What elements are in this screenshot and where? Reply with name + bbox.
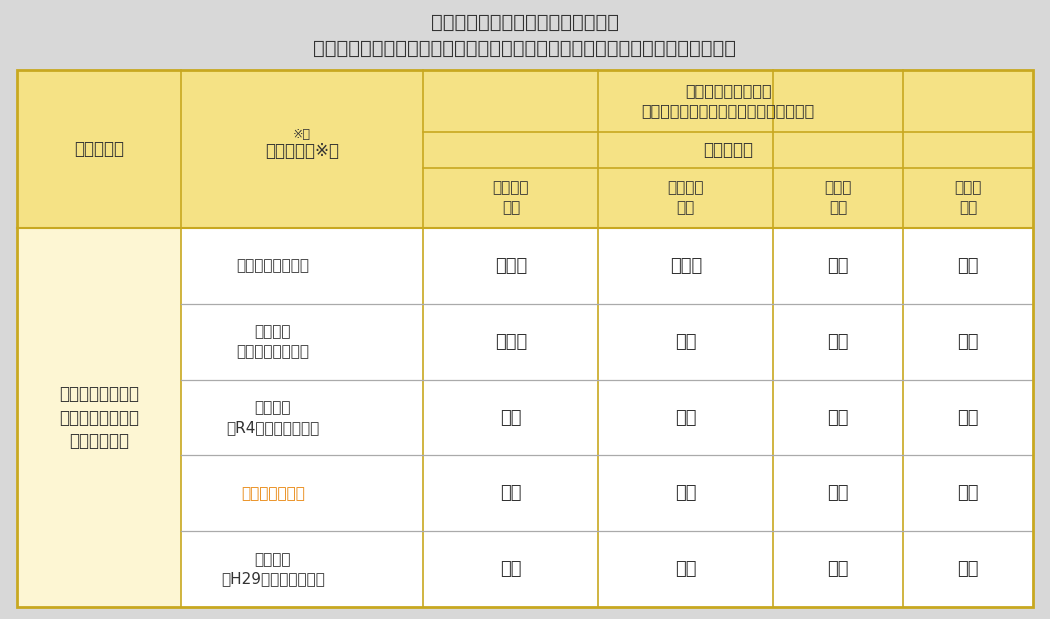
- Bar: [598, 531, 774, 607]
- Text: ６％: ６％: [675, 409, 696, 426]
- Text: くるみん
（H29改正前マーク）: くるみん （H29改正前マーク）: [220, 552, 324, 586]
- Bar: [423, 228, 598, 304]
- Text: １０％: １０％: [670, 257, 702, 275]
- Bar: [598, 228, 774, 304]
- Bar: [17, 70, 181, 228]
- Text: ３％: ３％: [958, 409, 979, 426]
- Bar: [903, 168, 1033, 228]
- Bar: [181, 228, 423, 304]
- Bar: [774, 304, 903, 379]
- Text: ６％: ６％: [500, 484, 522, 502]
- Text: ２％: ２％: [958, 560, 979, 578]
- Bar: [181, 70, 423, 228]
- Text: ５％: ５％: [958, 257, 979, 275]
- Bar: [598, 304, 774, 379]
- Text: ７％: ７％: [500, 409, 522, 426]
- Text: くるみん
（R4改正前マーク）: くるみん （R4改正前マーク）: [227, 400, 319, 435]
- Text: ＜配点例＞: ＜配点例＞: [704, 141, 753, 159]
- Bar: [423, 70, 1033, 132]
- Text: １２％: １２％: [495, 257, 527, 275]
- Text: ４％: ４％: [958, 332, 979, 351]
- Text: ※３: ※３: [293, 128, 311, 141]
- Text: ５％の
場合: ５％の 場合: [954, 181, 982, 215]
- Bar: [903, 531, 1033, 607]
- Text: ３％: ３％: [958, 484, 979, 502]
- Text: トライくるみん: トライくるみん: [242, 486, 304, 501]
- Text: ４％: ４％: [827, 409, 849, 426]
- Bar: [17, 70, 1033, 607]
- Bar: [774, 379, 903, 456]
- Text: ３％: ３％: [827, 560, 849, 578]
- Bar: [598, 379, 774, 456]
- Text: ５％: ５％: [500, 560, 522, 578]
- Bar: [774, 168, 903, 228]
- Text: くるみん
（現在のマーク）: くるみん （現在のマーク）: [236, 324, 310, 359]
- Text: 総配点に占める割合
（評価の相対的な重要度等に応じ配点）: 総配点に占める割合 （評価の相対的な重要度等に応じ配点）: [642, 84, 815, 118]
- Text: １０％の
場合: １０％の 場合: [668, 181, 705, 215]
- Bar: [774, 456, 903, 531]
- Bar: [903, 379, 1033, 456]
- Text: （くるみん認定企業・プラチナくるみん認定企業・トライくるみん認定企業分）: （くるみん認定企業・プラチナくるみん認定企業・トライくるみん認定企業分）: [314, 38, 736, 58]
- Bar: [903, 304, 1033, 379]
- Bar: [423, 531, 598, 607]
- Bar: [181, 531, 423, 607]
- Text: １０％: １０％: [495, 332, 527, 351]
- Bar: [181, 379, 423, 456]
- Bar: [423, 132, 1033, 168]
- Bar: [774, 228, 903, 304]
- Text: ６％: ６％: [827, 332, 849, 351]
- Bar: [423, 456, 598, 531]
- Bar: [423, 168, 598, 228]
- Text: ＜内閣府が示している参考配点例＞: ＜内閣府が示している参考配点例＞: [430, 12, 620, 32]
- Text: ８％: ８％: [675, 332, 696, 351]
- Bar: [903, 456, 1033, 531]
- Text: プラチナくるみん: プラチナくるみん: [236, 258, 310, 274]
- Text: ５％: ５％: [675, 484, 696, 502]
- Text: ７％: ７％: [827, 257, 849, 275]
- Text: ４％: ４％: [675, 560, 696, 578]
- Bar: [181, 304, 423, 379]
- Text: ワーク・ライフ・
バランス等の推進
に関する指標: ワーク・ライフ・ バランス等の推進 に関する指標: [59, 385, 139, 450]
- Bar: [903, 228, 1033, 304]
- Text: 評価項目例: 評価項目例: [74, 140, 124, 158]
- Bar: [598, 456, 774, 531]
- Bar: [598, 168, 774, 228]
- Bar: [17, 228, 181, 607]
- Bar: [774, 531, 903, 607]
- Text: ４％: ４％: [827, 484, 849, 502]
- Text: １２％の
場合: １２％の 場合: [492, 181, 529, 215]
- Text: 認定の区分※４: 認定の区分※４: [265, 142, 339, 160]
- Bar: [181, 456, 423, 531]
- Text: ７％の
場合: ７％の 場合: [824, 181, 852, 215]
- Bar: [423, 379, 598, 456]
- Bar: [17, 70, 1033, 607]
- Bar: [423, 304, 598, 379]
